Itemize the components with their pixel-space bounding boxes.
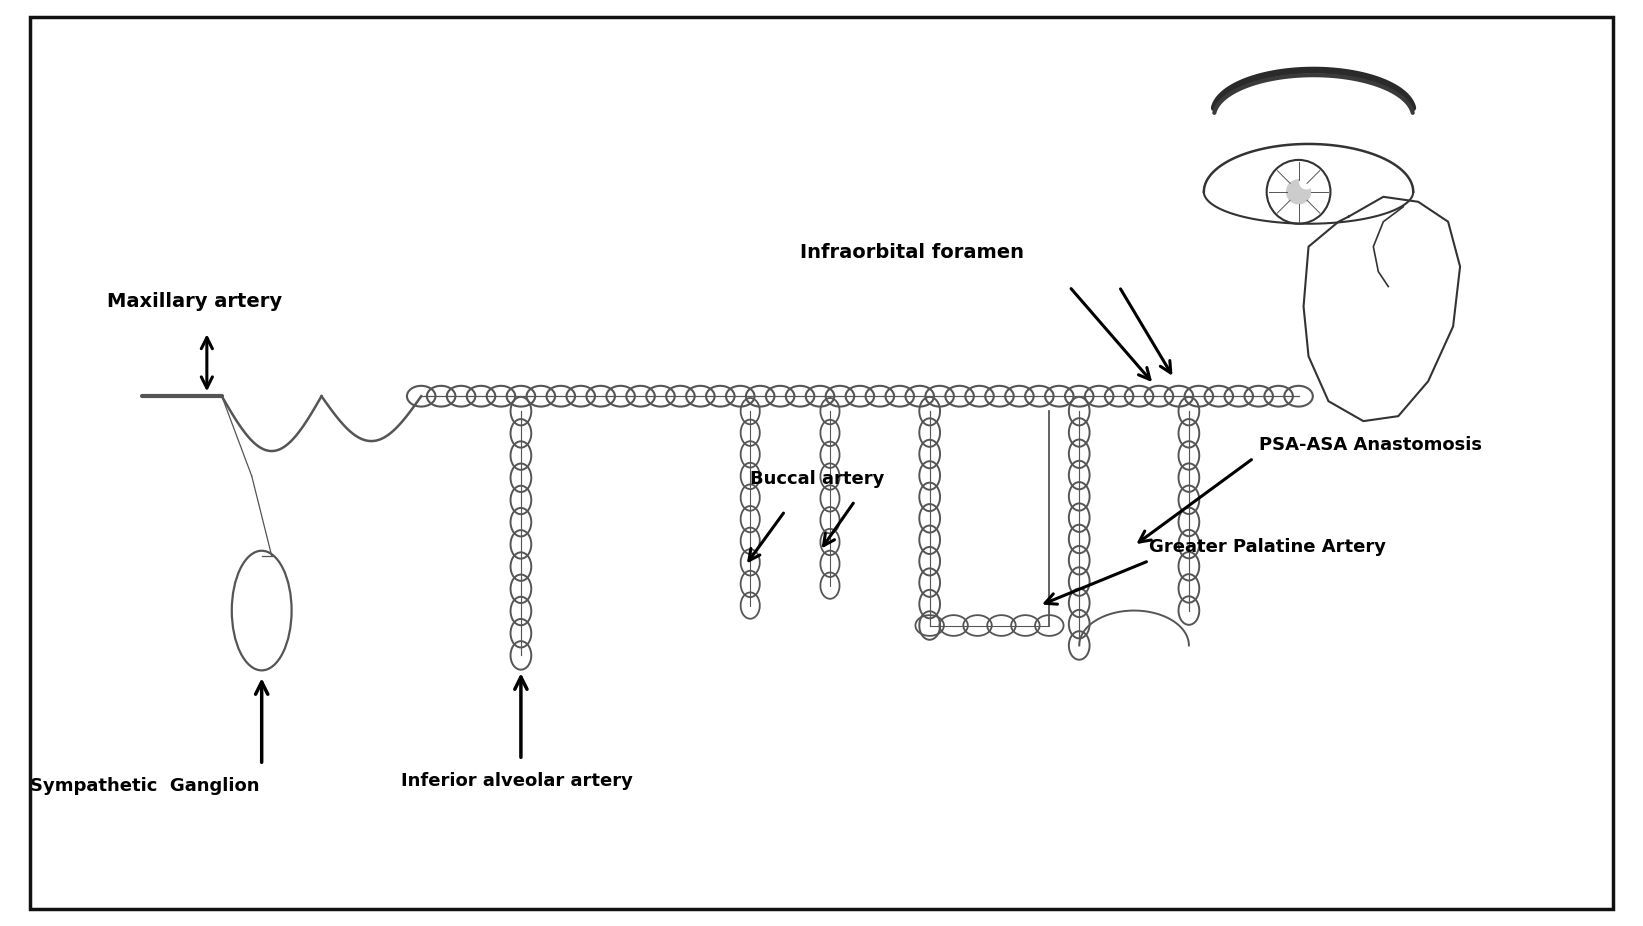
Text: PSA-ASA Anastomosis: PSA-ASA Anastomosis: [1259, 436, 1482, 454]
Circle shape: [1300, 175, 1313, 189]
Circle shape: [1286, 180, 1311, 204]
Text: Inferior alveolar artery: Inferior alveolar artery: [401, 772, 633, 790]
Text: Maxillary artery: Maxillary artery: [107, 293, 283, 311]
Text: Buccal artery: Buccal artery: [751, 469, 884, 488]
Text: Sympathetic  Ganglion: Sympathetic Ganglion: [30, 777, 260, 795]
Text: Greater Palatine Artery: Greater Palatine Artery: [1148, 538, 1387, 556]
Text: Infraorbital foramen: Infraorbital foramen: [800, 243, 1024, 262]
